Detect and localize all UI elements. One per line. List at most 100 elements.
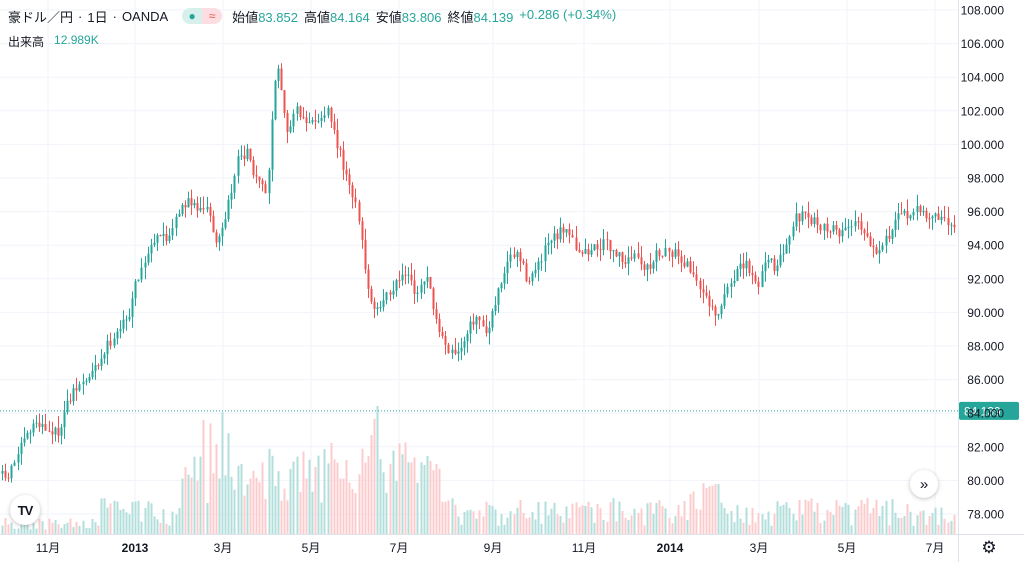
volume-bar [327, 463, 330, 534]
candle-body [283, 90, 286, 113]
volume-bar [153, 516, 156, 534]
candle-body [472, 321, 475, 325]
volume-bar [751, 508, 754, 534]
candle-body [302, 116, 305, 118]
volume-bar [88, 528, 91, 534]
candle-body [562, 227, 565, 233]
volume-bar [348, 482, 351, 534]
price-axis[interactable]: 108.000 106.000 104.000 102.000 100.000 98.00… [961, 4, 1005, 522]
candle-body [804, 211, 807, 213]
candle-body [621, 252, 624, 263]
volume-bar [485, 501, 488, 534]
volume-bar [689, 494, 692, 534]
volume-bar [742, 522, 745, 534]
volume-bar [928, 516, 931, 534]
volume-bar [909, 511, 912, 534]
candle-body [463, 341, 466, 348]
last-price-label: 84.139 [964, 404, 1001, 418]
candle-body [844, 227, 847, 231]
volume-bar [519, 500, 522, 534]
market-status-icon[interactable]: ● [182, 8, 203, 24]
candle-body [711, 306, 714, 308]
time-axis[interactable]: 11月 2013 3月 5月 7月 9月 11月 2014 3月 5月 7月 [36, 541, 945, 555]
candle-body [584, 249, 587, 254]
volume-bar [844, 502, 847, 534]
candle-body [509, 254, 512, 262]
candle-body [432, 288, 435, 310]
approx-data-icon[interactable]: ≈ [202, 8, 223, 24]
candle-body [841, 230, 844, 237]
candle-body [308, 122, 311, 124]
interval-label[interactable]: 1日 [87, 9, 108, 25]
candle-body [218, 236, 221, 243]
candle-body [829, 231, 832, 233]
candle-body [575, 237, 578, 250]
volume-bar [522, 512, 525, 534]
candle-body [847, 226, 850, 228]
candle-body [48, 430, 51, 432]
volume-bar [488, 505, 491, 534]
volume-bar [85, 528, 88, 534]
candle-body [540, 261, 543, 263]
price-tick-label: 92.000 [967, 272, 1004, 286]
volume-bar [782, 504, 785, 534]
candle-body [506, 261, 509, 274]
candle-body [1, 470, 4, 474]
candle-body [680, 256, 683, 263]
candle-body [221, 227, 224, 237]
volume-bar [354, 493, 357, 534]
volume-bar [261, 462, 264, 534]
volume-bar [432, 470, 435, 534]
volume-bar [888, 525, 891, 534]
volume-bar [385, 492, 388, 534]
candle-body [32, 423, 35, 433]
candle-body [289, 126, 292, 132]
volume-bar [286, 500, 289, 534]
double-chevron-right-icon[interactable]: » [910, 470, 938, 498]
volume-bar [469, 509, 472, 534]
candle-body [885, 235, 888, 246]
volume-bar [668, 517, 671, 534]
volume-bar [556, 514, 559, 534]
candle-body [916, 205, 919, 213]
candle-body [912, 212, 915, 216]
volume-bar [491, 505, 494, 534]
candle-body [919, 205, 922, 213]
tradingview-logo-icon[interactable]: TV [10, 495, 40, 525]
volume-bar [271, 455, 274, 534]
candle-body [894, 219, 897, 230]
volume-bar [891, 499, 894, 534]
candle-body [664, 247, 667, 257]
candle-body [767, 259, 770, 263]
candle-body [389, 292, 392, 295]
symbol-name[interactable]: 豪ドル／円 [8, 9, 74, 25]
candle-body [140, 267, 143, 280]
volume-bar [361, 448, 364, 534]
volume-bar [612, 498, 615, 534]
candle-body [361, 221, 364, 240]
volume-bar [137, 500, 140, 534]
candle-body [534, 269, 537, 274]
gear-icon[interactable]: ⚙ [981, 538, 997, 557]
candle-body [113, 338, 116, 346]
legend-badges[interactable]: ● ≈ [182, 8, 223, 24]
volume-bar [100, 498, 103, 534]
candle-body [156, 235, 159, 243]
candle-body [97, 365, 100, 367]
candle-body [745, 260, 748, 269]
candle-body [578, 249, 581, 253]
candle-body [54, 427, 57, 435]
candle-body [497, 288, 500, 305]
volume-bar [63, 524, 66, 534]
volume-legend[interactable]: 出来高 12.989K [8, 33, 99, 50]
candle-body [788, 236, 791, 245]
volume-bar [683, 501, 686, 534]
volume-bar [500, 514, 503, 534]
candle-body [950, 224, 953, 226]
separator-dot: · [112, 8, 117, 24]
volume-bar [171, 511, 174, 534]
volume-bars [1, 406, 956, 534]
candle-body [606, 239, 609, 241]
